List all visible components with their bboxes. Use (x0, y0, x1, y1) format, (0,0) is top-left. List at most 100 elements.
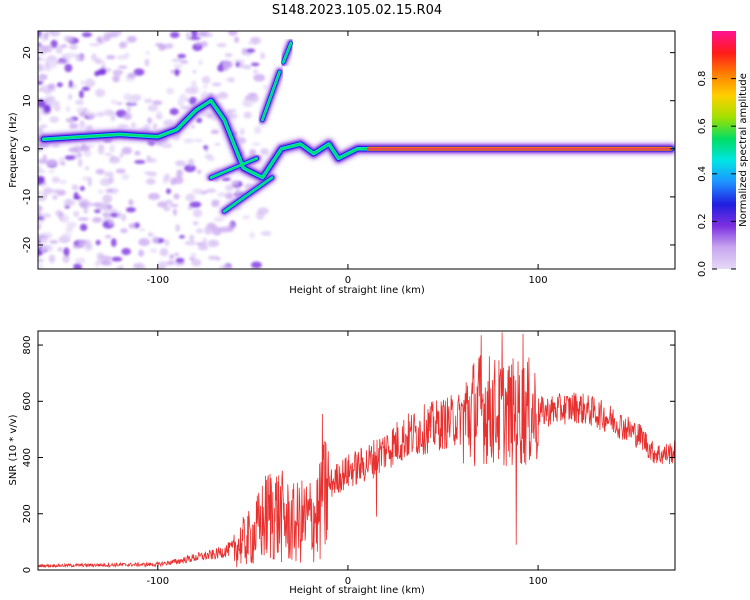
speckle-blob (92, 217, 102, 223)
x-tick-label: 0 (345, 275, 351, 286)
speckle-blob (102, 109, 115, 117)
speckle-blob (253, 73, 266, 82)
speckle-blob (157, 201, 168, 208)
speckle-blob (189, 201, 202, 208)
speckle-blob (122, 113, 132, 120)
speckle-blob (126, 35, 137, 43)
speckle-blob (250, 62, 260, 67)
speckle-blob (169, 204, 179, 208)
speckle-blob (79, 119, 86, 129)
speckle-blob (50, 31, 61, 37)
speckle-blob (38, 127, 42, 131)
speckle-blob (121, 146, 133, 155)
speckle-blob (79, 202, 88, 209)
speckle-blob (228, 31, 238, 36)
speckle-blob (67, 93, 73, 101)
y-tick-label: 600 (22, 392, 33, 411)
speckle-blob (198, 244, 209, 251)
speckle-blob (124, 52, 130, 59)
speckle-blob (121, 247, 131, 256)
speckle-blob (43, 66, 52, 72)
speckle-blob (51, 176, 60, 184)
speckle-blob (174, 68, 180, 77)
speckle-blob (81, 86, 91, 92)
speckle-blob (63, 247, 70, 256)
speckle-blob (250, 261, 262, 269)
speckle-blob (134, 150, 141, 156)
speckle-blob (191, 31, 198, 38)
speckle-blob (52, 194, 58, 200)
speckle-blob (184, 240, 197, 246)
speckle-blob (214, 142, 221, 146)
speckle-blob (204, 226, 213, 235)
speckle-blob (229, 77, 235, 83)
speckle-blob (48, 254, 56, 264)
speckle-blob (78, 111, 87, 117)
speckle-blob (138, 227, 146, 232)
y-tick-label: 0 (22, 146, 33, 152)
speckle-blob (65, 105, 71, 113)
speckle-blob (111, 31, 122, 37)
speckle-blob (38, 169, 47, 174)
y-tick-label: 200 (22, 504, 33, 523)
speckle-blob (78, 158, 83, 168)
speckle-blob (38, 158, 47, 164)
speckle-blob (64, 155, 76, 161)
speckle-blob (247, 92, 258, 97)
speckle-blob (260, 148, 269, 156)
speckle-blob (211, 82, 222, 87)
speckle-blob (60, 214, 70, 224)
speckle-blob (121, 213, 127, 222)
speckle-blob (123, 41, 128, 47)
speckle-blob (243, 111, 252, 119)
speckle-blob (102, 212, 111, 218)
speckle-blob (83, 150, 92, 158)
speckle-blob (171, 58, 182, 63)
speckle-blob (169, 108, 179, 116)
speckle-blob (180, 59, 189, 64)
speckle-blob (173, 64, 183, 69)
speckle-blob (183, 138, 195, 144)
speckle-blob (121, 173, 130, 181)
speckle-blob (56, 82, 63, 88)
speckle-blob (38, 115, 42, 122)
speckle-blob (149, 248, 158, 253)
speckle-blob (202, 237, 207, 246)
speckle-blob (179, 235, 185, 239)
speckle-blob (235, 61, 241, 68)
speckle-blob (38, 87, 44, 92)
speckle-blob (77, 217, 90, 221)
speckle-blob (247, 41, 256, 45)
speckle-blob (55, 60, 66, 64)
speckle-blob (104, 235, 112, 239)
speckle-blob (95, 88, 106, 98)
speckle-blob (44, 60, 50, 69)
speckle-blob (98, 67, 107, 75)
colorbar-tick-label: 0.0 (697, 261, 708, 277)
speckle-blob (71, 184, 79, 191)
speckle-blob (67, 117, 75, 124)
speckle-blob (254, 125, 262, 135)
speckle-blob (176, 169, 183, 178)
colorbar-tick-label: 0.8 (697, 71, 708, 87)
speckle-blob (47, 83, 55, 90)
speckle-blob (195, 31, 208, 37)
speckle-blob (131, 122, 136, 129)
speckle-blob (211, 200, 220, 208)
speckle-blob (117, 210, 122, 220)
speckle-blob (111, 256, 123, 262)
speckle-blob (202, 85, 208, 89)
speckle-blob (213, 216, 225, 222)
speckle-blob (68, 80, 73, 88)
speckle-blob (42, 192, 48, 199)
snr-y-ticks: 0 200 400 600 800 (22, 336, 675, 573)
speckle-blob (163, 205, 171, 212)
speckle-blob (224, 53, 233, 58)
speckle-blob (73, 210, 80, 217)
speckle-blob (164, 238, 170, 247)
speckle-blob (194, 138, 203, 143)
speckle-blob (166, 260, 175, 266)
speckle-blob (197, 169, 202, 175)
speckle-blob (196, 41, 201, 46)
speckle-blob (144, 58, 150, 67)
